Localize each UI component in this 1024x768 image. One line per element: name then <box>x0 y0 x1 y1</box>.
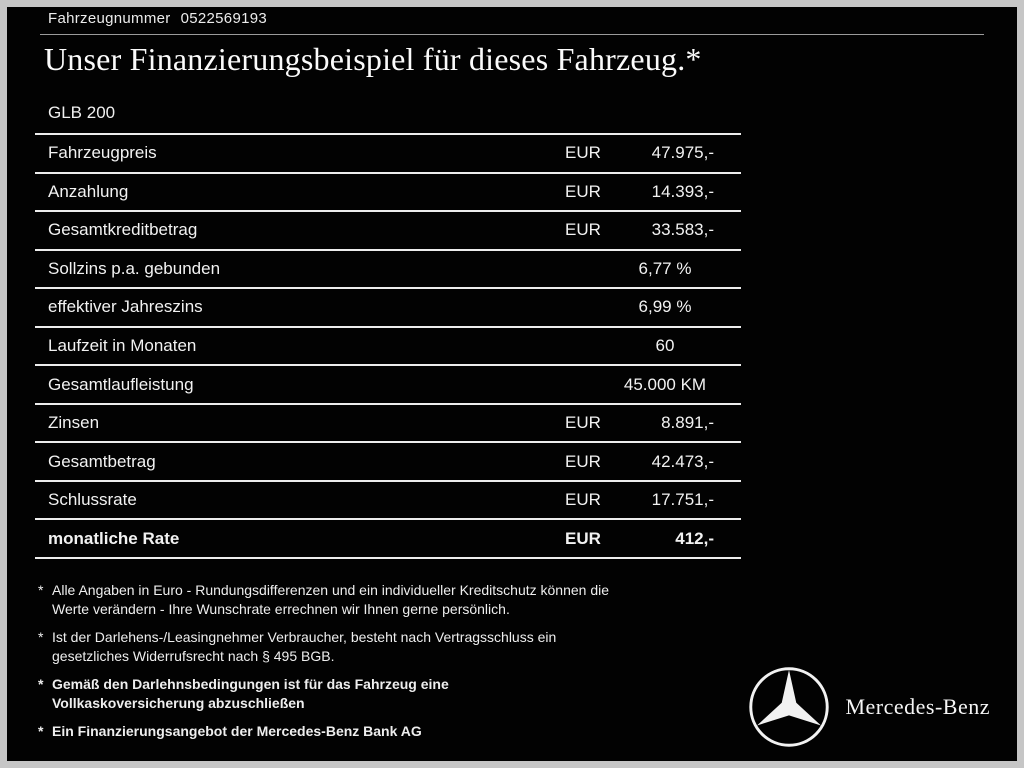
footnote: * Alle Angaben in Euro - Rundungsdiffere… <box>38 581 758 619</box>
finance-table-row: Laufzeit in Monaten 60 <box>35 325 741 365</box>
row-value: 42.473,- <box>651 451 714 471</box>
brand-area: Mercedes-Benz <box>747 665 990 749</box>
finance-table-row: Gesamtkreditbetrag EUR 33.583,- <box>35 210 741 249</box>
row-value-centered: 45.000 KM <box>623 374 707 394</box>
footnote: * Gemäß den Darlehnsbedingungen ist für … <box>38 675 758 713</box>
row-currency: EUR <box>565 413 601 433</box>
footnote-asterisk: * <box>38 629 44 645</box>
vehicle-number-row: Fahrzeugnummer 0522569193 <box>48 10 267 27</box>
row-value: 14.393,- <box>651 181 714 201</box>
row-currency: EUR <box>565 528 601 548</box>
finance-table-row: Zinsen EUR 8.891,- <box>35 402 741 442</box>
footnote-text: Ein Finanzierungsangebot der Mercedes-Be… <box>52 723 422 739</box>
footnote-text: Alle Angaben in Euro - Rundungsdifferenz… <box>52 582 610 617</box>
footnotes: * Alle Angaben in Euro - Rundungsdiffere… <box>38 581 758 750</box>
row-label: Fahrzeugpreis <box>48 143 157 163</box>
footnote-asterisk: * <box>38 723 44 739</box>
footnote: * Ein Finanzierungsangebot der Mercedes-… <box>38 722 758 741</box>
row-value: 33.583,- <box>651 220 714 240</box>
row-label: Gesamtlaufleistung <box>48 374 194 394</box>
row-label: Schlussrate <box>48 490 137 510</box>
finance-table-row: Sollzins p.a. gebunden 6,77 % <box>35 248 741 288</box>
row-label: effektiver Jahreszins <box>48 297 203 317</box>
finance-table-row: effektiver Jahreszins 6,99 % <box>35 287 741 326</box>
row-currency: EUR <box>565 490 601 510</box>
row-value: 17.751,- <box>651 490 714 510</box>
vehicle-model: GLB 200 <box>48 103 116 122</box>
row-currency: EUR <box>565 451 601 471</box>
footnote-asterisk: * <box>38 582 44 598</box>
vehicle-number-value: 0522569193 <box>180 10 268 27</box>
row-value: 412,- <box>675 528 714 548</box>
row-label: monatliche Rate <box>48 528 180 548</box>
row-value-centered: 6,99 % <box>638 297 692 317</box>
vehicle-number-label: Fahrzeugnummer <box>48 10 171 27</box>
row-value: 8.891,- <box>661 413 714 433</box>
row-currency: EUR <box>565 143 601 163</box>
footnote-asterisk: * <box>38 676 44 692</box>
mercedes-star-icon <box>749 667 830 747</box>
row-label: Laufzeit in Monaten <box>48 336 197 355</box>
row-value-centered: 6,77 % <box>638 258 692 278</box>
row-currency: EUR <box>565 181 601 201</box>
row-label: Gesamtkreditbetrag <box>48 220 198 240</box>
finance-table-row: Schlussrate EUR 17.751,- <box>35 479 741 519</box>
finance-table-row: Gesamtbetrag EUR 42.473,- <box>35 441 741 480</box>
row-currency: EUR <box>565 220 601 240</box>
finance-table-row: monatliche Rate EUR 412,- <box>35 518 741 557</box>
row-label: Gesamtbetrag <box>48 451 156 471</box>
row-label: Zinsen <box>48 413 100 433</box>
finance-table-row: Fahrzeugpreis EUR 47.975,- <box>35 133 741 172</box>
row-label: Sollzins p.a. gebunden <box>48 258 221 278</box>
finance-table-row: Gesamtlaufleistung 45.000 KM <box>35 364 741 403</box>
row-value: 47.975,- <box>651 143 714 163</box>
footnote-text: Ist der Darlehens-/Leasingnehmer Verbrau… <box>52 629 557 664</box>
footnote-text: Gemäß den Darlehnsbedingungen ist für da… <box>52 676 449 711</box>
row-value-centered: 60 <box>655 336 675 355</box>
page-title: Unser Finanzierungsbeispiel für dieses F… <box>44 41 702 77</box>
mercedes-wordmark: Mercedes-Benz <box>845 694 990 719</box>
row-label: Anzahlung <box>48 181 129 201</box>
finance-table-row: Anzahlung EUR 14.393,- <box>35 171 741 211</box>
footnote: * Ist der Darlehens-/Leasingnehmer Verbr… <box>38 628 758 666</box>
header-divider <box>40 34 984 35</box>
finance-table: Fahrzeugpreis EUR 47.975,- Anzahlung EUR… <box>35 133 741 559</box>
